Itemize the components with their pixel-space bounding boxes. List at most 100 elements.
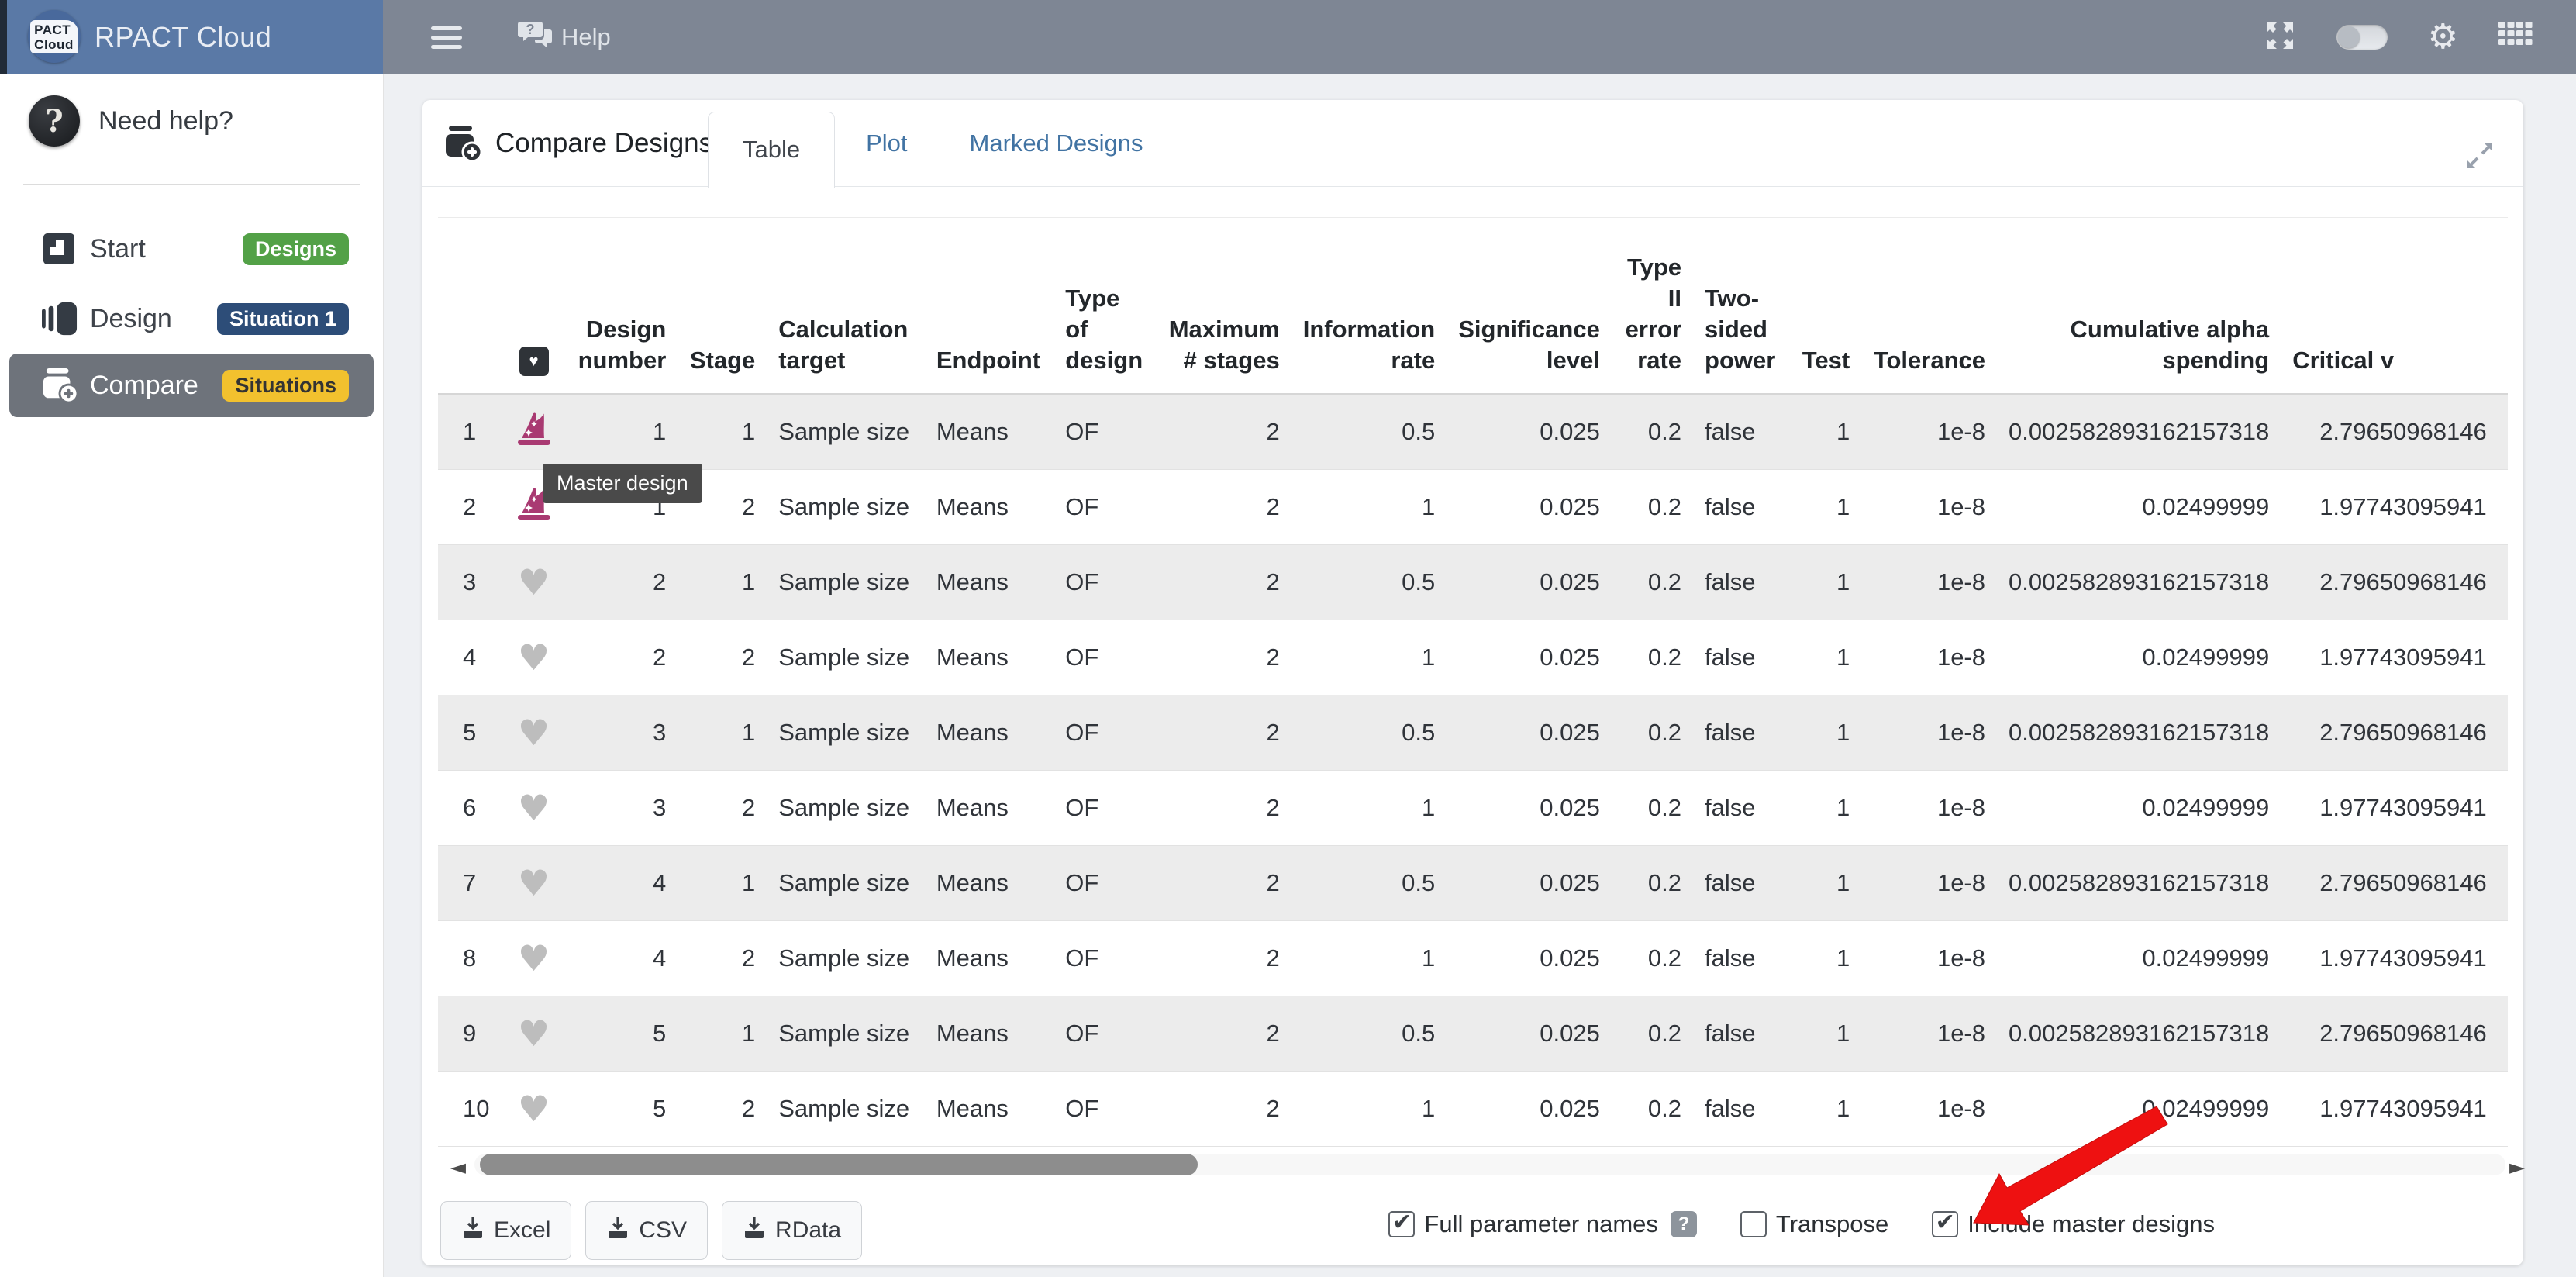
table-cell: OF — [1054, 921, 1157, 996]
table-cell: 2.79650968146 — [2281, 846, 2508, 921]
table-cell: 0.025 — [1447, 695, 1612, 771]
column-header: Endpoint — [925, 218, 1054, 394]
heart-mark-icon[interactable]: ♥ — [501, 1072, 566, 1147]
table-cell: 0.5 — [1291, 394, 1447, 470]
checkbox-checked[interactable] — [1932, 1211, 1958, 1237]
scrollbar-thumb[interactable] — [480, 1154, 1198, 1175]
table-cell: 1.97743095941 — [2281, 620, 2508, 695]
scrollbar-track[interactable] — [474, 1154, 2505, 1175]
export-csv-button[interactable]: CSV — [585, 1201, 708, 1260]
designs-table-wrap: ♥Design numberStageCalculation targetEnd… — [438, 217, 2508, 1147]
table-cell: 2 — [1157, 1072, 1291, 1147]
scroll-left-icon[interactable]: ◄ — [450, 1156, 466, 1179]
horizontal-scrollbar: ◄ ► — [422, 1151, 2523, 1182]
table-cell: 1 — [1291, 921, 1447, 996]
table-cell: 2 — [678, 1072, 767, 1147]
heart-mark-icon[interactable]: ♥ — [501, 771, 566, 846]
table-cell: OF — [1054, 545, 1157, 620]
compare-icon — [42, 368, 78, 403]
table-cell: false — [1693, 846, 1791, 921]
option-label: Include master designs — [1967, 1210, 2215, 1238]
heart-mark-icon[interactable]: ♥ — [501, 620, 566, 695]
table-row: 212Sample sizeMeansOF210.0250.2false11e-… — [438, 470, 2508, 545]
need-help-button[interactable]: ? Need help? — [0, 91, 383, 150]
row-index: 7 — [438, 846, 501, 921]
table-cell: 1 — [1791, 846, 1861, 921]
table-cell: false — [1693, 620, 1791, 695]
option-include-master-designs[interactable]: Include master designs — [1932, 1210, 2215, 1238]
table-cell: 0.025 — [1447, 545, 1612, 620]
table-cell: OF — [1054, 394, 1157, 470]
table-row: 3♥21Sample sizeMeansOF20.50.0250.2false1… — [438, 545, 2508, 620]
question-circle-icon: ? — [29, 95, 80, 147]
table-cell: 0.025 — [1447, 771, 1612, 846]
column-header: Two- sided power — [1693, 218, 1791, 394]
logo-text: PACTCloud — [30, 20, 78, 53]
tab-plot[interactable]: Plot — [835, 100, 938, 187]
export-excel-button[interactable]: Excel — [440, 1201, 571, 1260]
tab-table[interactable]: Table — [708, 112, 835, 188]
table-cell: 0.2 — [1612, 394, 1693, 470]
table-cell: 1e-8 — [1861, 996, 1997, 1072]
table-cell: 2 — [1157, 620, 1291, 695]
tab-marked-designs[interactable]: Marked Designs — [939, 100, 1174, 187]
row-index: 1 — [438, 394, 501, 470]
checkbox-checked[interactable] — [1388, 1211, 1415, 1237]
scroll-right-icon[interactable]: ► — [2509, 1156, 2525, 1179]
sidebar-item-label: Start — [90, 234, 146, 264]
option-full-parameter-names[interactable]: Full parameter names? — [1388, 1210, 1697, 1238]
heart-mark-icon[interactable]: ♥ — [501, 996, 566, 1072]
table-cell: Means — [925, 996, 1054, 1072]
table-cell: 0.02499999 — [1997, 620, 2281, 695]
heart-mark-icon[interactable]: ♥ — [501, 695, 566, 771]
settings-gear-icon[interactable]: ⚙ — [2428, 20, 2458, 54]
table-cell: 1 — [678, 695, 767, 771]
column-header: Critical v — [2281, 218, 2508, 394]
table-row: 6♥32Sample sizeMeansOF210.0250.2false11e… — [438, 771, 2508, 846]
table-cell: 0.02499999 — [1997, 1072, 2281, 1147]
table-cell: 0.2 — [1612, 620, 1693, 695]
table-cell: 1 — [1791, 394, 1861, 470]
sidebar-item-design[interactable]: DesignSituation 1 — [0, 284, 383, 354]
tab-bar: TablePlotMarked Designs — [708, 100, 1174, 187]
table-cell: 1 — [1291, 771, 1447, 846]
checkbox-unchecked[interactable] — [1740, 1211, 1767, 1237]
option-transpose[interactable]: Transpose — [1740, 1210, 1888, 1238]
master-design-icon[interactable] — [501, 394, 566, 470]
table-cell: 2 — [678, 921, 767, 996]
column-header: Type II error rate — [1612, 218, 1693, 394]
table-cell: 0.025 — [1447, 996, 1612, 1072]
heart-mark-icon[interactable]: ♥ — [501, 846, 566, 921]
table-cell: 0.5 — [1291, 545, 1447, 620]
fullscreen-arrows-icon[interactable] — [2264, 19, 2296, 56]
table-cell: Means — [925, 394, 1054, 470]
table-cell: 1.97743095941 — [2281, 921, 2508, 996]
hamburger-menu-icon[interactable] — [431, 21, 462, 54]
table-grid-icon[interactable] — [2498, 22, 2533, 53]
table-cell: OF — [1054, 620, 1157, 695]
sidebar-item-compare[interactable]: CompareSituations — [9, 354, 374, 417]
table-row: 9♥51Sample sizeMeansOF20.50.0250.2false1… — [438, 996, 2508, 1072]
heart-mark-icon[interactable]: ♥ — [501, 921, 566, 996]
app-logo[interactable]: PACTCloud — [28, 10, 81, 63]
table-cell: 1 — [1791, 996, 1861, 1072]
column-header: Design number — [567, 218, 678, 394]
table-cell: 3 — [567, 771, 678, 846]
table-cell: Sample size — [767, 620, 925, 695]
table-cell: 4 — [567, 921, 678, 996]
theme-toggle[interactable] — [2336, 25, 2388, 50]
table-cell: 1e-8 — [1861, 545, 1997, 620]
table-cell: 2 — [1157, 771, 1291, 846]
table-cell: 1e-8 — [1861, 846, 1997, 921]
table-cell: 0.5 — [1291, 695, 1447, 771]
help-question-badge[interactable]: ? — [1671, 1211, 1697, 1237]
heart-mark-icon[interactable]: ♥ — [501, 545, 566, 620]
table-cell: 2 — [567, 545, 678, 620]
sidebar-item-start[interactable]: StartDesigns — [0, 214, 383, 284]
help-button[interactable]: ? Help — [518, 20, 611, 55]
table-cell: 5 — [567, 1072, 678, 1147]
export-rdata-button[interactable]: RData — [722, 1201, 862, 1260]
table-cell: 1e-8 — [1861, 1072, 1997, 1147]
expand-card-icon[interactable] — [2464, 140, 2495, 175]
table-cell: 1.97743095941 — [2281, 470, 2508, 545]
